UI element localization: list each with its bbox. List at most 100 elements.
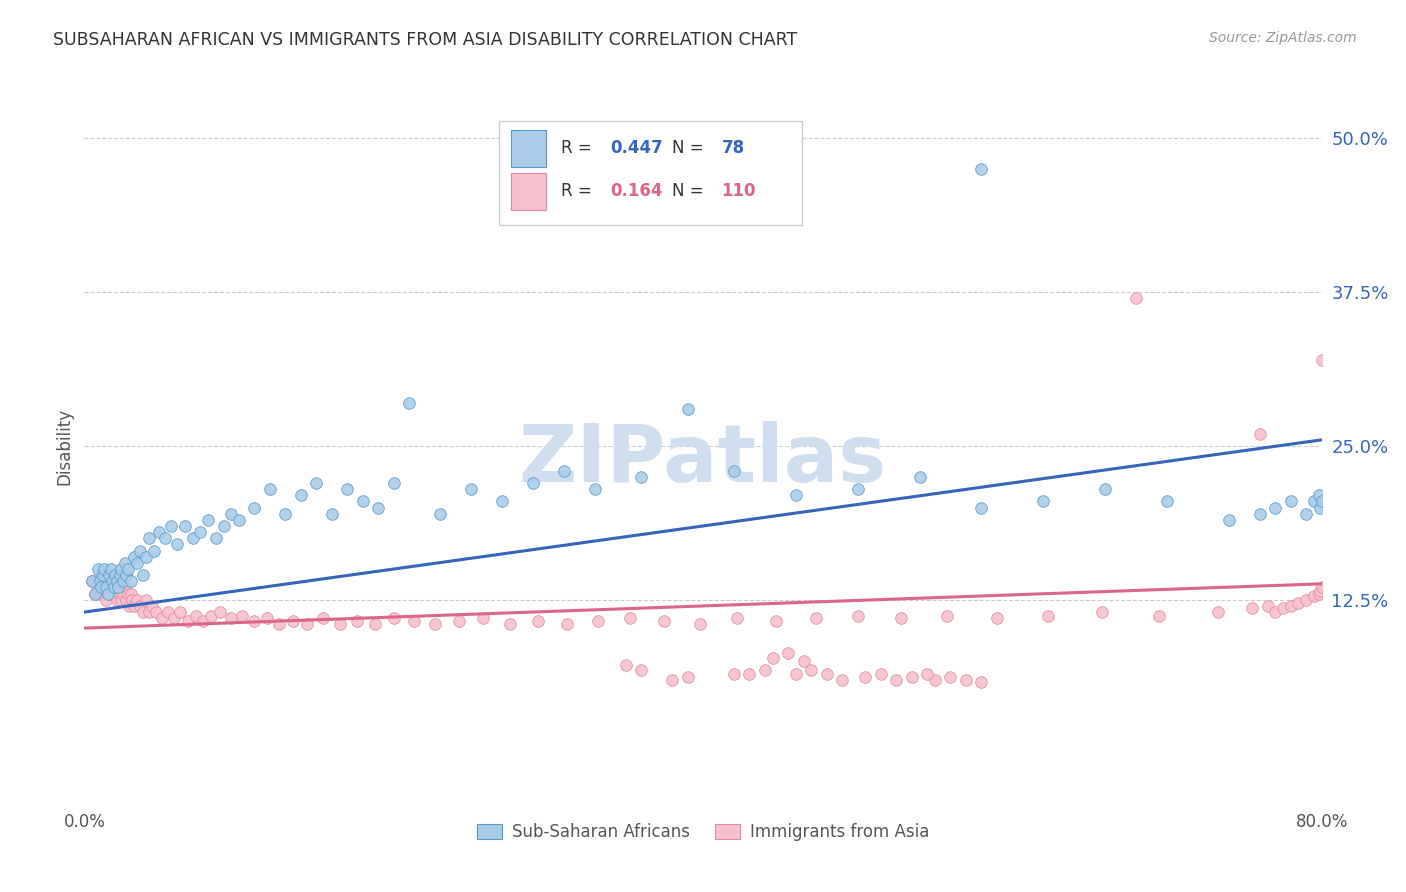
Point — [901, 670, 924, 684]
Point — [243, 614, 266, 628]
Point — [219, 611, 242, 625]
Point — [105, 592, 128, 607]
Point — [447, 614, 470, 628]
Point — [219, 507, 242, 521]
Point — [89, 574, 111, 589]
Point — [145, 605, 167, 619]
Point — [738, 666, 761, 681]
Point — [96, 574, 118, 589]
Point — [311, 611, 333, 625]
Point — [328, 617, 352, 632]
Point — [346, 614, 368, 628]
Point — [103, 581, 125, 595]
Point — [86, 581, 108, 595]
Point — [555, 617, 578, 632]
Point — [269, 617, 291, 632]
Point — [429, 507, 451, 521]
Point — [1094, 482, 1116, 496]
Point — [1310, 581, 1333, 595]
Point — [1302, 494, 1324, 508]
Point — [970, 500, 993, 515]
Point — [723, 666, 745, 681]
Text: Source: ZipAtlas.com: Source: ZipAtlas.com — [1209, 31, 1357, 45]
Text: 78: 78 — [721, 139, 745, 157]
Point — [336, 482, 359, 496]
Point — [785, 666, 807, 681]
Point — [398, 396, 420, 410]
Point — [188, 525, 211, 540]
Point — [815, 666, 838, 681]
Point — [1309, 500, 1331, 515]
Point — [84, 587, 107, 601]
Point — [122, 549, 145, 564]
Point — [89, 568, 111, 582]
Point — [725, 611, 748, 625]
Point — [689, 617, 711, 632]
Text: N =: N = — [672, 182, 709, 200]
Point — [82, 574, 104, 589]
Point — [1310, 494, 1333, 508]
Point — [382, 475, 405, 490]
Point — [1249, 507, 1271, 521]
Point — [1286, 597, 1309, 611]
Point — [101, 574, 124, 589]
Point — [193, 614, 215, 628]
Point — [98, 568, 121, 582]
Point — [91, 568, 114, 582]
Point — [156, 605, 179, 619]
Point — [1249, 426, 1271, 441]
Point — [117, 587, 139, 601]
Point — [177, 614, 200, 628]
Point — [499, 617, 522, 632]
Point — [924, 673, 946, 687]
Point — [1279, 599, 1302, 613]
Point — [160, 519, 183, 533]
Point — [553, 464, 575, 478]
Point — [1036, 608, 1059, 623]
Point — [908, 469, 931, 483]
Point — [890, 611, 912, 625]
Point — [90, 587, 112, 601]
Point — [855, 670, 877, 684]
Point — [205, 531, 228, 545]
Point — [1264, 500, 1286, 515]
Y-axis label: Disability: Disability — [55, 408, 73, 484]
Point — [141, 599, 163, 613]
Point — [93, 562, 115, 576]
Point — [321, 507, 343, 521]
Point — [936, 608, 959, 623]
Point — [765, 614, 787, 628]
Point — [129, 543, 152, 558]
Point — [1308, 488, 1330, 502]
Point — [522, 475, 544, 490]
Point — [184, 608, 207, 623]
Point — [129, 599, 152, 613]
Text: 0.447: 0.447 — [610, 139, 664, 157]
Point — [108, 568, 131, 582]
Point — [150, 611, 173, 625]
Point — [295, 617, 318, 632]
Point — [82, 574, 104, 589]
Point — [209, 605, 232, 619]
Point — [212, 519, 235, 533]
Point — [259, 482, 281, 496]
Point — [460, 482, 482, 496]
Point — [112, 587, 135, 601]
Point — [586, 614, 609, 628]
Point — [125, 556, 148, 570]
Point — [1206, 605, 1229, 619]
Point — [804, 611, 827, 625]
Legend: Sub-Saharan Africans, Immigrants from Asia: Sub-Saharan Africans, Immigrants from As… — [470, 817, 936, 848]
Point — [367, 500, 389, 515]
Point — [117, 562, 139, 576]
Point — [661, 673, 683, 687]
Point — [138, 605, 160, 619]
Point — [132, 568, 155, 582]
Point — [776, 646, 799, 660]
Point — [107, 581, 129, 595]
Point — [281, 614, 305, 628]
Point — [472, 611, 495, 625]
Point — [869, 666, 893, 681]
Point — [274, 507, 297, 521]
Point — [256, 611, 278, 625]
